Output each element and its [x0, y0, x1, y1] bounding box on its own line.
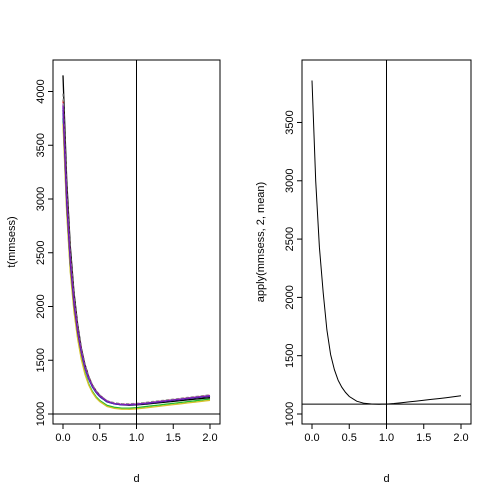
left-x-axis-label: d [133, 473, 139, 485]
left-x-tick-label: 0.5 [92, 432, 107, 444]
right-x-tick-label: 2.0 [453, 432, 468, 444]
right-y-axis-label: apply(mmsess, 2, mean) [255, 182, 267, 302]
right-x-axis: 0.0 0.5 1.0 1.5 2.0 [304, 423, 469, 444]
left-series-line-10 [62, 105, 211, 406]
left-series-lines [62, 75, 211, 410]
left-y-tick-label: 1000 [35, 402, 47, 426]
right-x-tick-label: 1.0 [379, 432, 394, 444]
left-chart: 0.0 0.5 1.0 1.5 2.0 1000 1500 2000 2500 3000 3500… [6, 59, 221, 485]
left-x-tick-label: 0.0 [55, 432, 70, 444]
right-y-tick-label: 2500 [284, 227, 296, 251]
left-x-axis: 0.0 0.5 1.0 1.5 2.0 [55, 423, 218, 444]
left-reference-lines [53, 60, 220, 424]
left-y-tick-label: 4000 [35, 79, 47, 103]
right-y-tick-label: 1000 [284, 402, 296, 426]
right-chart: 0.0 0.5 1.0 1.5 2.0 1000 1500 2000 2500 3000 3500… [255, 59, 472, 485]
right-y-tick-label: 3000 [284, 169, 296, 193]
left-y-axis: 1000 1500 2000 2500 3000 3500 4000 [35, 79, 54, 426]
left-series-line-8 [62, 93, 211, 405]
right-y-tick-label: 2000 [284, 285, 296, 309]
right-x-tick-label: 1.5 [416, 432, 431, 444]
right-x-tick-label: 0.0 [304, 432, 319, 444]
left-series-line-7 [62, 123, 211, 410]
right-reference-lines [302, 60, 471, 424]
right-y-axis: 1000 1500 2000 2500 3000 3500 [284, 110, 303, 426]
left-x-tick-label: 1.5 [166, 432, 181, 444]
left-x-tick-label: 2.0 [202, 432, 217, 444]
left-y-tick-label: 3500 [35, 133, 47, 157]
left-y-tick-label: 3000 [35, 187, 47, 211]
left-y-tick-label: 2000 [35, 294, 47, 318]
left-y-axis-label: t(mmsess) [6, 216, 18, 267]
left-x-tick-label: 1.0 [129, 432, 144, 444]
right-x-axis-label: d [383, 473, 389, 485]
left-y-tick-label: 2500 [35, 241, 47, 265]
right-x-tick-label: 0.5 [342, 432, 357, 444]
right-y-tick-label: 3500 [284, 110, 296, 134]
right-y-tick-label: 1500 [284, 343, 296, 367]
left-y-tick-label: 1500 [35, 348, 47, 372]
